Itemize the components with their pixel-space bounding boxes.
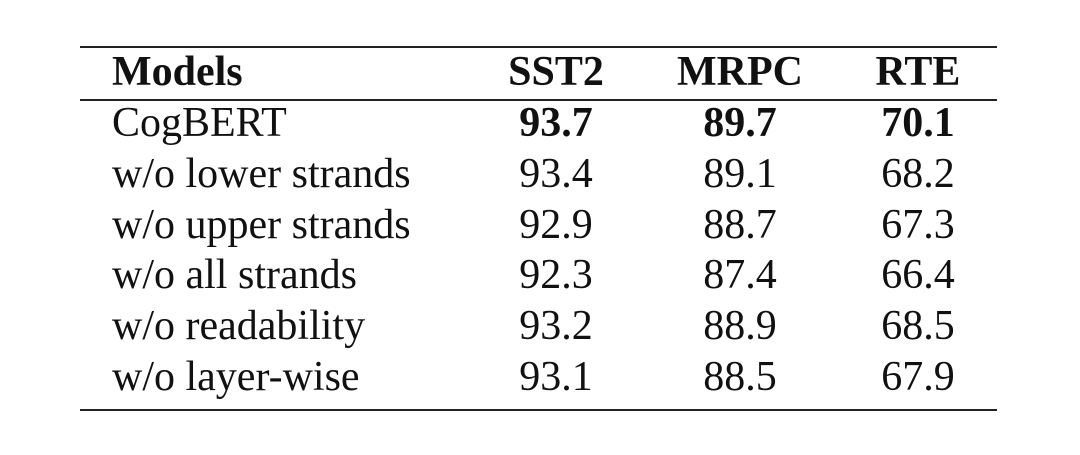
- score: 68.5: [881, 303, 955, 350]
- header-rule: [80, 99, 997, 101]
- column-header: Models: [112, 49, 243, 95]
- score: 67.9: [881, 354, 955, 400]
- score: 92.9: [519, 201, 593, 248]
- score: 93.2: [519, 303, 593, 350]
- column-header: MRPC: [677, 49, 803, 95]
- score: 88.5: [703, 354, 777, 400]
- score: 88.9: [703, 303, 777, 350]
- model-name: CogBERT: [112, 100, 287, 146]
- score: 70.1: [881, 100, 955, 146]
- model-name: w/o all strands: [112, 252, 357, 299]
- top-rule: [80, 46, 997, 48]
- score: 66.4: [881, 252, 955, 299]
- score: 88.7: [703, 201, 777, 248]
- score: 93.7: [519, 100, 593, 146]
- model-name: w/o readability: [112, 303, 366, 350]
- score: 93.1: [519, 354, 593, 400]
- score: 87.4: [703, 252, 777, 299]
- column-header: SST2: [508, 49, 604, 95]
- column-header: RTE: [875, 49, 961, 95]
- score: 92.3: [519, 252, 593, 299]
- score: 67.3: [881, 201, 955, 248]
- score: 89.7: [703, 100, 777, 146]
- model-name: w/o lower strands: [112, 150, 411, 197]
- model-name: w/o upper strands: [112, 201, 411, 248]
- score: 93.4: [519, 150, 593, 197]
- score: 89.1: [703, 150, 777, 197]
- model-name: w/o layer-wise: [112, 354, 360, 400]
- score: 68.2: [881, 150, 955, 197]
- bottom-rule: [80, 409, 997, 411]
